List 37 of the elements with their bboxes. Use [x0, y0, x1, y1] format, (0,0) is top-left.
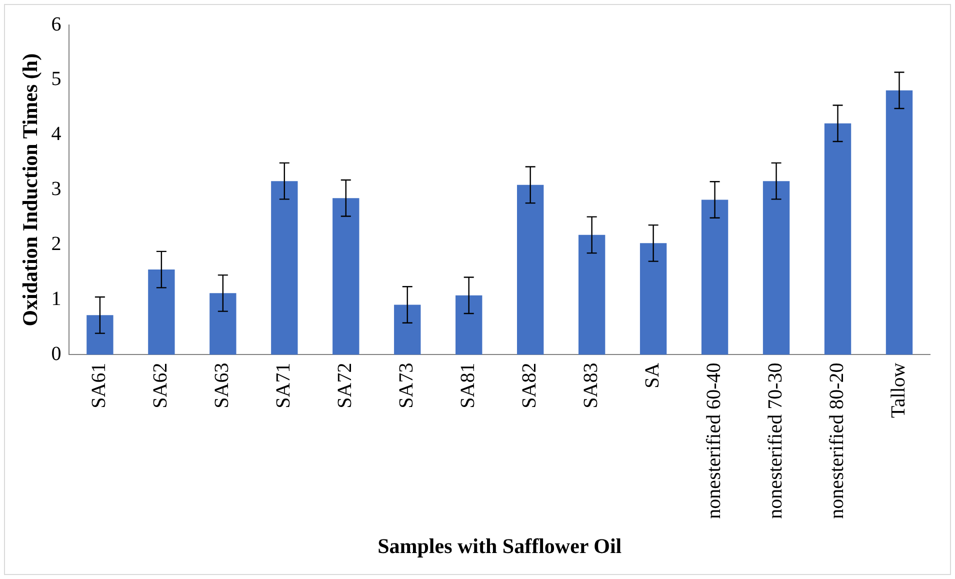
x-tick-label: SA81	[457, 362, 480, 408]
bar	[210, 293, 236, 355]
bar	[86, 315, 114, 355]
x-tick-label: SA83	[580, 362, 602, 408]
x-tick-label: SA63	[211, 362, 234, 408]
y-tick-label: 2	[51, 233, 62, 256]
y-tick-label: 1	[51, 288, 62, 310]
bar	[701, 200, 728, 355]
x-tick-label: SA72	[334, 362, 356, 408]
bar	[640, 243, 667, 355]
x-tick-label: nonesterified 70-30	[764, 362, 787, 519]
bar	[886, 90, 913, 355]
x-tick-label: nonesterified 60-40	[703, 362, 726, 519]
x-tick-label: SA	[642, 362, 664, 388]
y-tick-label: 6	[51, 13, 62, 36]
bar	[148, 270, 175, 355]
y-tick-label: 0	[51, 342, 62, 365]
bar	[456, 295, 482, 355]
bar	[762, 181, 790, 355]
x-tick-label: SA82	[518, 362, 541, 408]
x-tick-label: nonesterified 80-20	[826, 362, 848, 519]
bar	[517, 184, 544, 355]
bar	[394, 304, 421, 355]
x-axis-title: Samples with Safflower Oil	[378, 534, 622, 558]
x-tick-label: SA61	[88, 362, 110, 408]
x-tick-label: SA73	[396, 362, 418, 408]
bar	[578, 234, 606, 355]
x-tick-label: Tallow	[888, 362, 910, 418]
y-tick-label: 3	[51, 178, 62, 200]
bar	[332, 198, 360, 355]
y-axis-title: Oxidation Induction Times (h)	[18, 53, 42, 326]
x-tick-label: SA71	[272, 362, 295, 408]
y-tick-label: 4	[51, 123, 62, 146]
y-tick-label: 5	[51, 68, 62, 90]
x-tick-label: SA62	[150, 362, 172, 408]
bar	[271, 181, 298, 355]
bar	[824, 123, 852, 355]
